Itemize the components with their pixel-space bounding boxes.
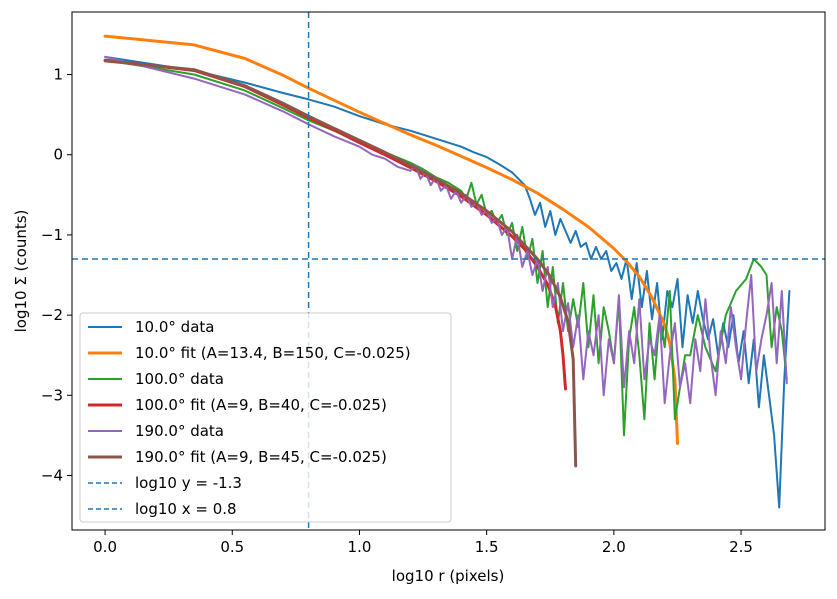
legend-label-7: log10 x = 0.8 [135,500,237,518]
legend-label-0: 10.0° data [135,318,214,336]
series-line-4 [104,55,788,405]
y-tick-label: 1 [53,66,63,84]
plot-frame [71,11,826,531]
x-tick-label: 2.5 [729,538,753,556]
y-tick-label: −4 [41,466,63,484]
x-tick-label: 1.5 [475,538,499,556]
y-axis-label: log10 Σ (counts) [12,210,30,333]
x-tick-label: 0.0 [93,538,117,556]
legend-entries: 10.0° data 10.0° fit (A=13.4, B=150, C=-0… [88,318,411,518]
x-tick-label: 0.5 [220,538,244,556]
y-tick-label: −2 [41,306,63,324]
legend-label-6: log10 y = -1.3 [135,474,242,492]
x-axis-label: log10 r (pixels) [392,567,505,585]
legend-label-2: 100.0° data [135,370,224,388]
x-axis-ticks: 0.0 0.5 1.0 1.5 2.0 2.5 [93,530,753,556]
legend-label-4: 190.0° data [135,422,224,440]
series-layer [103,34,791,509]
y-tick-label: −1 [41,226,63,244]
legend: 10.0° data 10.0° fit (A=13.4, B=150, C=-0… [79,312,452,523]
legend-box [79,312,452,523]
legend-label-3: 100.0° fit (A=9, B=40, C=-0.025) [135,396,387,414]
x-tick-label: 1.0 [348,538,372,556]
series-line-1 [103,34,679,445]
y-tick-label: 0 [53,146,63,164]
x-tick-label: 2.0 [602,538,626,556]
series-line-5 [103,59,578,468]
legend-label-1: 10.0° fit (A=13.4, B=150, C=-0.025) [135,344,411,362]
y-tick-label: −3 [41,386,63,404]
legend-label-5: 190.0° fit (A=9, B=45, C=-0.025) [135,448,387,466]
y-axis-ticks: −4 −3 −2 −1 0 1 [41,66,72,484]
